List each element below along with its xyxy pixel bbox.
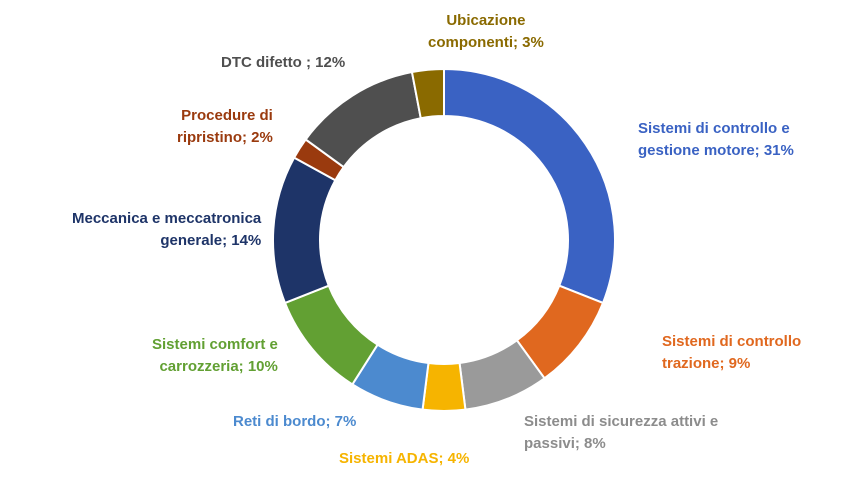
donut-slice: [410, 67, 445, 120]
slice-label-line: Sistemi ADAS; 4%: [339, 450, 470, 467]
donut-slice: [421, 361, 467, 412]
slice-label-line: passivi; 8%: [524, 435, 606, 452]
slice-label-line: Sistemi di controllo: [662, 333, 802, 350]
slice-label: Sistemi ADAS; 4%: [339, 448, 469, 470]
slice-label-line: Procedure di: [181, 107, 273, 124]
slice-label: Sistemi di sicurezza attivi e passivi; 8%: [524, 411, 718, 455]
slice-label-line: componenti; 3%: [428, 34, 544, 51]
slice-label-line: DTC difetto ; 12%: [221, 54, 346, 71]
slice-label-line: generale; 14%: [160, 232, 262, 249]
slice-label: Sistemi di controllo e gestione motore; 3…: [638, 118, 794, 162]
slice-label-line: Ubicazione: [446, 12, 526, 29]
donut-slice: [304, 70, 422, 169]
slice-label-line: Meccanica e meccatronica: [72, 210, 262, 227]
slice-label: Reti di bordo; 7%: [233, 411, 356, 433]
slice-label-line: trazione; 9%: [662, 355, 751, 372]
slice-label: Meccanica e meccatronica generale; 14%: [72, 208, 261, 252]
slice-label: DTC difetto ; 12%: [221, 52, 345, 74]
slice-label-line: Sistemi di controllo e: [638, 120, 790, 137]
slice-label-line: Sistemi comfort e: [152, 336, 278, 353]
slice-label: Sistemi di controllo trazione; 9%: [662, 331, 801, 375]
slice-label-line: ripristino; 2%: [177, 129, 273, 146]
slice-label-line: Reti di bordo; 7%: [233, 413, 357, 430]
donut-slice: [443, 67, 616, 305]
slice-label: Procedure di ripristino; 2%: [177, 105, 273, 149]
donut-slice: [272, 156, 337, 305]
slice-label: Sistemi comfort e carrozzeria; 10%: [152, 334, 278, 378]
slice-label-line: Sistemi di sicurezza attivi e: [524, 413, 719, 430]
slice-label-line: carrozzeria; 10%: [159, 358, 278, 375]
slice-label-line: gestione motore; 31%: [638, 142, 794, 159]
slice-label: Ubicazione componenti; 3%: [428, 10, 544, 54]
